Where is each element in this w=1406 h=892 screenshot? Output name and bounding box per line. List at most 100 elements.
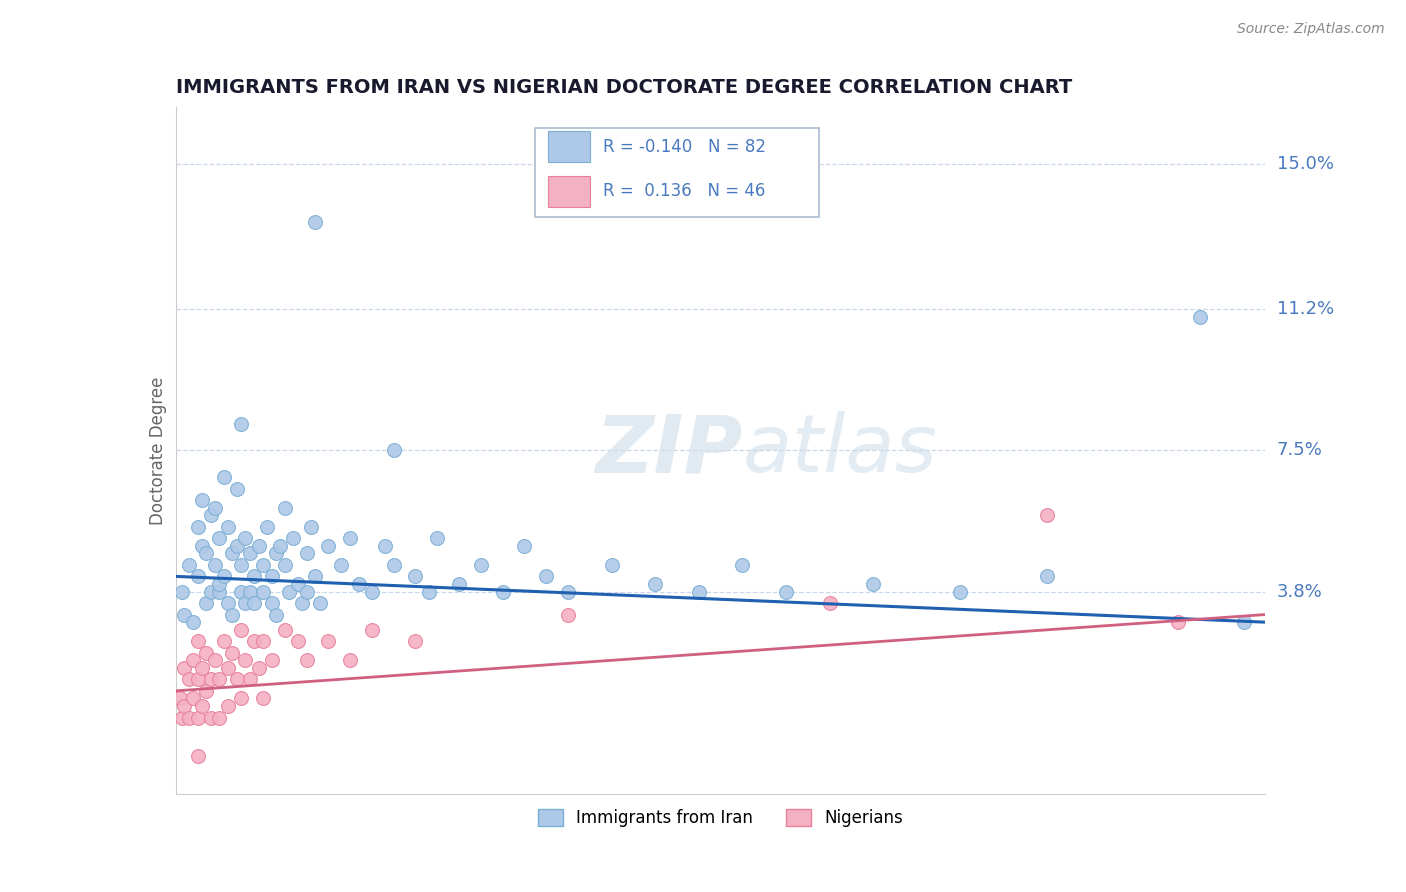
Point (239, 584, 262, 599)
Point (212, 569, 235, 583)
Point (191, 699, 214, 714)
Point (318, 634, 340, 648)
Point (644, 577, 666, 591)
Point (283, 531, 305, 545)
Point (200, 584, 222, 599)
Point (688, 584, 710, 599)
Point (200, 710, 222, 724)
Point (308, 596, 330, 610)
Point (221, 546, 243, 561)
Point (181, 691, 204, 706)
Point (287, 634, 309, 648)
Point (173, 699, 195, 714)
Point (212, 470, 235, 484)
Point (600, 558, 623, 572)
Point (339, 531, 361, 545)
Point (260, 569, 283, 583)
Point (186, 634, 209, 648)
Point (235, 653, 257, 667)
Text: ZIP: ZIP (595, 411, 742, 490)
Point (172, 584, 194, 599)
Point (304, 569, 326, 583)
Point (177, 710, 200, 724)
FancyBboxPatch shape (536, 128, 818, 217)
Point (426, 531, 449, 545)
Point (269, 539, 291, 553)
Text: Source: ZipAtlas.com: Source: ZipAtlas.com (1237, 22, 1385, 37)
Point (208, 710, 231, 724)
Point (775, 584, 797, 599)
Text: IMMIGRANTS FROM IRAN VS NIGERIAN DOCTORATE DEGREE CORRELATION CHART: IMMIGRANTS FROM IRAN VS NIGERIAN DOCTORA… (176, 78, 1071, 97)
Point (186, 569, 209, 583)
Text: 15.0%: 15.0% (1277, 155, 1333, 173)
Y-axis label: Doctorate Degree: Doctorate Degree (149, 376, 167, 524)
Point (195, 646, 218, 660)
Point (235, 531, 257, 545)
Point (225, 539, 247, 553)
Point (1036, 569, 1059, 583)
Point (195, 683, 218, 698)
Point (231, 623, 253, 637)
Point (247, 661, 270, 675)
Point (330, 558, 353, 572)
Point (862, 577, 884, 591)
Point (181, 653, 204, 667)
Point (208, 531, 231, 545)
Point (252, 584, 274, 599)
Point (278, 584, 301, 599)
Point (1167, 615, 1189, 630)
Point (204, 653, 226, 667)
Point (256, 520, 278, 534)
Point (287, 577, 309, 591)
Point (191, 493, 214, 508)
Text: R =  0.136   N = 46: R = 0.136 N = 46 (603, 182, 765, 200)
Point (405, 634, 427, 648)
Point (382, 443, 405, 458)
Point (243, 634, 266, 648)
Point (361, 584, 384, 599)
Point (200, 673, 222, 687)
Legend: Immigrants from Iran, Nigerians: Immigrants from Iran, Nigerians (531, 802, 910, 834)
Point (1233, 615, 1256, 630)
Point (204, 558, 226, 572)
Point (361, 623, 384, 637)
Point (299, 520, 322, 534)
Point (195, 596, 218, 610)
Point (557, 584, 579, 599)
Point (173, 607, 195, 622)
Point (181, 615, 204, 630)
Point (191, 539, 214, 553)
Point (217, 661, 239, 675)
Point (274, 623, 297, 637)
Point (186, 748, 209, 763)
Point (186, 673, 209, 687)
FancyBboxPatch shape (548, 131, 591, 162)
Point (252, 558, 274, 572)
Point (295, 584, 318, 599)
Point (291, 596, 314, 610)
Point (295, 546, 318, 561)
Point (304, 214, 326, 228)
Point (208, 577, 231, 591)
Point (177, 558, 200, 572)
Point (231, 691, 253, 706)
Point (447, 577, 470, 591)
Point (470, 558, 492, 572)
Point (1189, 310, 1212, 324)
Point (382, 558, 405, 572)
Point (231, 417, 253, 431)
Point (339, 653, 361, 667)
Point (177, 673, 200, 687)
Point (191, 661, 214, 675)
Point (208, 673, 231, 687)
Point (186, 520, 209, 534)
Point (295, 653, 318, 667)
Point (204, 500, 226, 515)
Text: R = -0.140   N = 82: R = -0.140 N = 82 (603, 137, 766, 155)
Point (225, 673, 247, 687)
Point (186, 710, 209, 724)
Point (221, 646, 243, 660)
Point (264, 607, 287, 622)
Point (731, 558, 754, 572)
Point (231, 584, 253, 599)
